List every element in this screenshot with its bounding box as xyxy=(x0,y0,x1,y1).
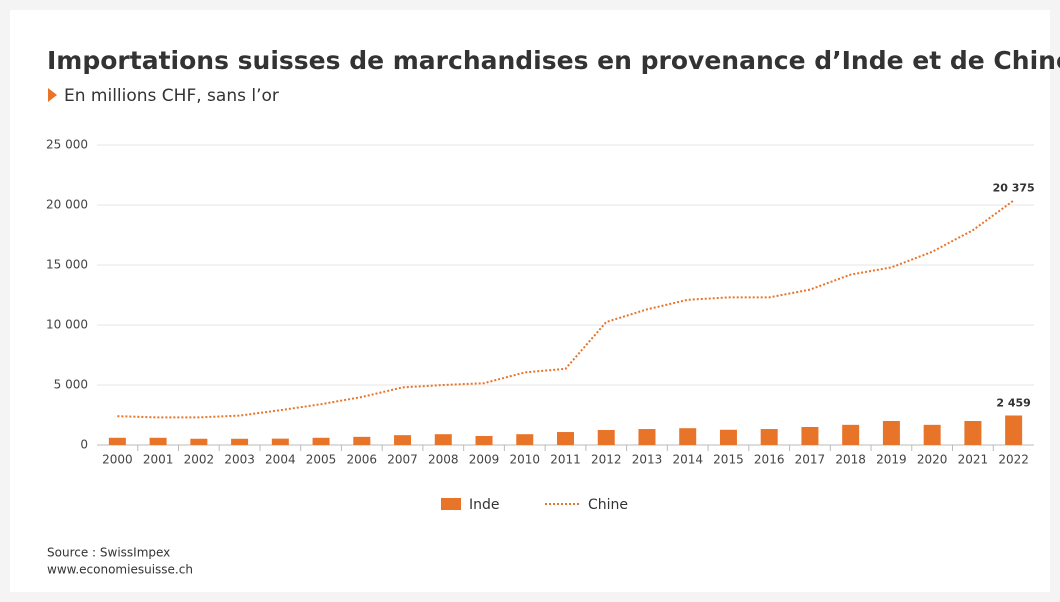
bar xyxy=(679,428,697,445)
y-tick-label: 20 000 xyxy=(46,198,88,212)
y-tick-label: 25 000 xyxy=(46,138,88,152)
y-tick-label: 5 000 xyxy=(54,378,88,392)
bar xyxy=(923,424,941,445)
x-tick-label: 2015 xyxy=(713,453,744,467)
x-tick-label: 2006 xyxy=(347,453,378,467)
x-tick-label: 2009 xyxy=(469,453,500,467)
bar xyxy=(842,424,860,445)
x-tick-label: 2005 xyxy=(306,453,337,467)
data-label: 2 459 xyxy=(996,396,1030,409)
x-tick-label: 2001 xyxy=(143,453,174,467)
bar xyxy=(353,436,371,445)
legend-label: Chine xyxy=(588,497,628,513)
x-tick-label: 2017 xyxy=(795,453,826,467)
x-tick-label: 2008 xyxy=(428,453,459,467)
bar xyxy=(882,421,900,445)
bar xyxy=(760,429,778,445)
bar xyxy=(312,437,330,445)
x-tick-label: 2013 xyxy=(632,453,663,467)
bar xyxy=(1005,415,1023,445)
bar xyxy=(801,427,819,445)
x-tick-label: 2014 xyxy=(672,453,703,467)
bar xyxy=(557,432,574,445)
source: Source : SwissImpex xyxy=(47,546,170,560)
bar xyxy=(190,438,208,445)
x-tick-label: 2020 xyxy=(917,453,948,467)
card xyxy=(10,10,1050,592)
bar xyxy=(271,438,289,445)
bar xyxy=(231,438,249,445)
x-tick-label: 2021 xyxy=(958,453,989,467)
chart-title: Importations suisses de marchandises en … xyxy=(47,46,1060,75)
data-label: 20 375 xyxy=(993,182,1035,195)
source-url: www.economiesuisse.ch xyxy=(47,563,193,577)
x-tick-label: 2004 xyxy=(265,453,296,467)
legend-swatch xyxy=(441,498,461,510)
chart-subtitle: En millions CHF, sans l’or xyxy=(64,86,279,106)
bar xyxy=(475,436,493,445)
x-tick-label: 2002 xyxy=(184,453,215,467)
x-tick-label: 2000 xyxy=(102,453,133,467)
x-tick-label: 2022 xyxy=(998,453,1029,467)
bar xyxy=(638,429,656,445)
legend-label: Inde xyxy=(469,497,500,513)
x-tick-label: 2019 xyxy=(876,453,907,467)
subtitle-marker xyxy=(48,88,57,102)
bar xyxy=(149,437,167,445)
y-tick-label: 15 000 xyxy=(46,258,88,272)
bar xyxy=(597,430,615,445)
bar xyxy=(434,434,452,445)
bar xyxy=(964,421,982,445)
line xyxy=(117,199,1015,419)
x-tick-label: 2016 xyxy=(754,453,785,467)
bar xyxy=(394,435,412,445)
x-tick-label: 2007 xyxy=(387,453,418,467)
bar xyxy=(719,429,737,445)
x-tick-label: 2010 xyxy=(509,453,540,467)
x-tick-label: 2018 xyxy=(835,453,866,467)
x-tick-label: 2012 xyxy=(591,453,622,467)
y-tick-label: 0 xyxy=(80,438,88,452)
bar xyxy=(516,434,534,445)
bar xyxy=(108,437,126,445)
x-tick-label: 2003 xyxy=(224,453,255,467)
x-tick-label: 2011 xyxy=(550,453,581,467)
y-tick-label: 10 000 xyxy=(46,318,88,332)
